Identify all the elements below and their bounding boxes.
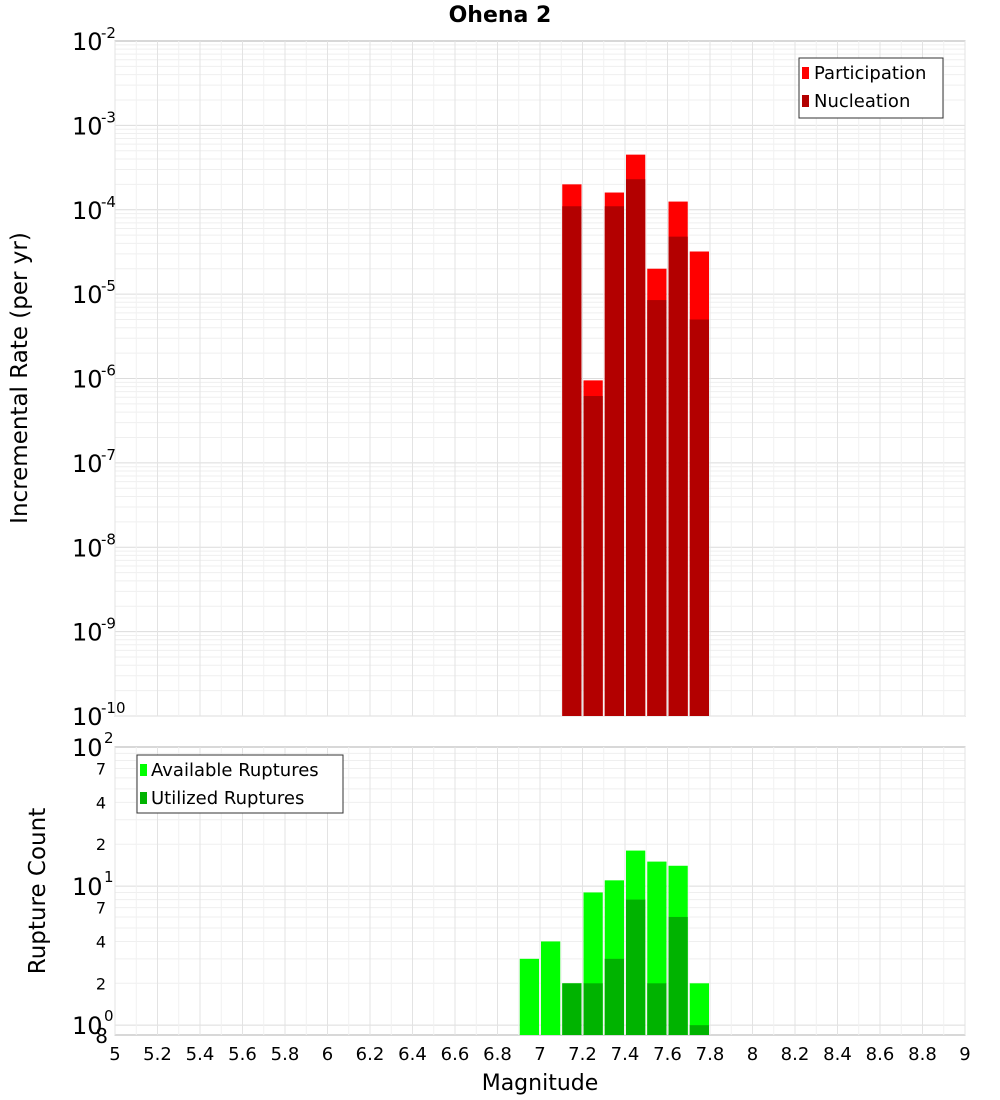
bottom-legend: Available Ruptures Utilized Ruptures: [136, 754, 344, 814]
x-tick-label: 9: [959, 1044, 970, 1065]
top-bar-nucleation: [626, 179, 646, 716]
bottom-bar-available: [689, 983, 709, 1035]
top-y-tick-exponent: -2: [101, 24, 116, 42]
top-y-tick-exponent: -10: [101, 699, 126, 717]
top-bar-nucleation: [668, 236, 688, 716]
bottom-legend-box: [136, 754, 344, 814]
x-tick-label: 5: [109, 1044, 120, 1065]
bottom-y-tick-label: 8: [95, 1024, 108, 1048]
x-tick-label: 7.4: [611, 1044, 640, 1065]
bottom-bar-available: [541, 941, 561, 1035]
x-axis-label: Magnitude: [482, 1071, 599, 1096]
bottom-y-tick-label: 4: [96, 793, 106, 812]
top-bar-nucleation: [562, 206, 582, 716]
bottom-bar-utilized: [604, 958, 624, 1035]
bottom-bar-utilized: [647, 983, 667, 1035]
top-bar-nucleation: [647, 300, 667, 716]
top-legend-box: [798, 57, 944, 119]
bottom-y-tick-label: 7: [96, 760, 106, 779]
bottom-bar-utilized: [626, 899, 646, 1035]
top-bars: [562, 154, 709, 717]
x-tick-label: 6.6: [441, 1044, 470, 1065]
x-tick-label: 5.6: [228, 1044, 257, 1065]
bottom-y-axis-label: Rupture Count: [25, 808, 51, 974]
bottom-y-decade-exponent: 0: [104, 1007, 114, 1025]
top-y-axis-label: Incremental Rate (per yr): [7, 232, 33, 524]
top-bar-nucleation: [689, 319, 709, 716]
top-y-tick-exponent: -6: [101, 362, 116, 380]
x-tick-label: 8.6: [866, 1044, 895, 1065]
top-y-tick-exponent: -4: [101, 193, 116, 211]
bottom-y-tick-label: 2: [96, 974, 106, 993]
x-tick-label: 6.8: [483, 1044, 512, 1065]
x-tick-label: 6.2: [356, 1044, 385, 1065]
top-grid: [114, 41, 966, 717]
top-bar-nucleation: [604, 206, 624, 716]
x-tick-label: 8: [747, 1044, 758, 1065]
top-y-tick-label: 10: [72, 366, 103, 394]
top-y-tick-exponent: -3: [101, 108, 116, 126]
x-tick-label: 8.8: [908, 1044, 937, 1065]
bottom-y-decade-exponent: 2: [104, 729, 114, 747]
top-y-tick-label: 10: [72, 197, 103, 225]
x-tick-label: 5.4: [186, 1044, 215, 1065]
top-y-tick-label: 10: [72, 28, 103, 56]
top-legend-swatch: [802, 95, 809, 107]
top-y-tick-label: 10: [72, 450, 103, 478]
x-tick-label: 7: [534, 1044, 545, 1065]
bottom-bar-utilized: [562, 983, 582, 1035]
top-legend-label: Participation: [814, 63, 926, 84]
top-y-tick-label: 10: [72, 703, 103, 731]
x-tick-label: 7.8: [696, 1044, 725, 1065]
top-y-tick-label: 10: [72, 112, 103, 140]
bottom-y-tick-label: 2: [96, 835, 106, 854]
x-tick-label: 6.4: [398, 1044, 427, 1065]
x-tick-label: 8.2: [781, 1044, 810, 1065]
x-tick-labels: 5 5.2 5.4 5.6 5.8 6 6.2 6.4 6.6 6.8 7 7.2 7.4 7.6 7.8 8…: [109, 1044, 970, 1065]
top-y-tick-label: 10: [72, 619, 103, 647]
bottom-bar-available: [519, 958, 539, 1035]
x-tick-label: 8.4: [823, 1044, 852, 1065]
top-y-tick-label: 10: [72, 281, 103, 309]
bottom-legend-label: Utilized Ruptures: [151, 788, 304, 809]
top-y-tick-exponent: -9: [101, 615, 116, 633]
bottom-y-decade-exponent: 1: [104, 868, 114, 886]
bottom-y-decade-label: 10: [72, 1012, 103, 1040]
top-legend-label: Nucleation: [814, 91, 910, 112]
bottom-y-tick-label: 4: [96, 932, 106, 951]
bottom-bar-utilized: [668, 916, 688, 1035]
bottom-y-decade-label: 10: [72, 734, 103, 762]
top-legend-swatch: [802, 67, 809, 79]
top-y-tick-exponent: -5: [101, 277, 116, 295]
bottom-legend-swatch: [140, 764, 147, 776]
x-tick-label: 7.2: [568, 1044, 597, 1065]
x-tick-label: 6: [322, 1044, 333, 1065]
chart-title: Ohena 2: [449, 3, 552, 28]
bottom-bar-utilized: [689, 1025, 709, 1035]
bottom-legend-label: Available Ruptures: [151, 760, 319, 781]
top-legend: Participation Nucleation: [798, 57, 944, 119]
top-bar-nucleation: [583, 396, 603, 716]
x-tick-label: 5.8: [271, 1044, 300, 1065]
top-y-tick-exponent: -7: [101, 446, 116, 464]
x-tick-label: 5.2: [143, 1044, 172, 1065]
bottom-y-tick-label: 7: [96, 899, 106, 918]
bottom-bars: [519, 850, 709, 1035]
bottom-legend-swatch: [140, 792, 147, 804]
bottom-y-decade-label: 10: [72, 873, 103, 901]
top-y-tick-label: 10: [72, 534, 103, 562]
x-tick-label: 7.6: [653, 1044, 682, 1065]
bottom-bar-utilized: [583, 983, 603, 1035]
top-y-tick-exponent: -8: [101, 530, 116, 548]
